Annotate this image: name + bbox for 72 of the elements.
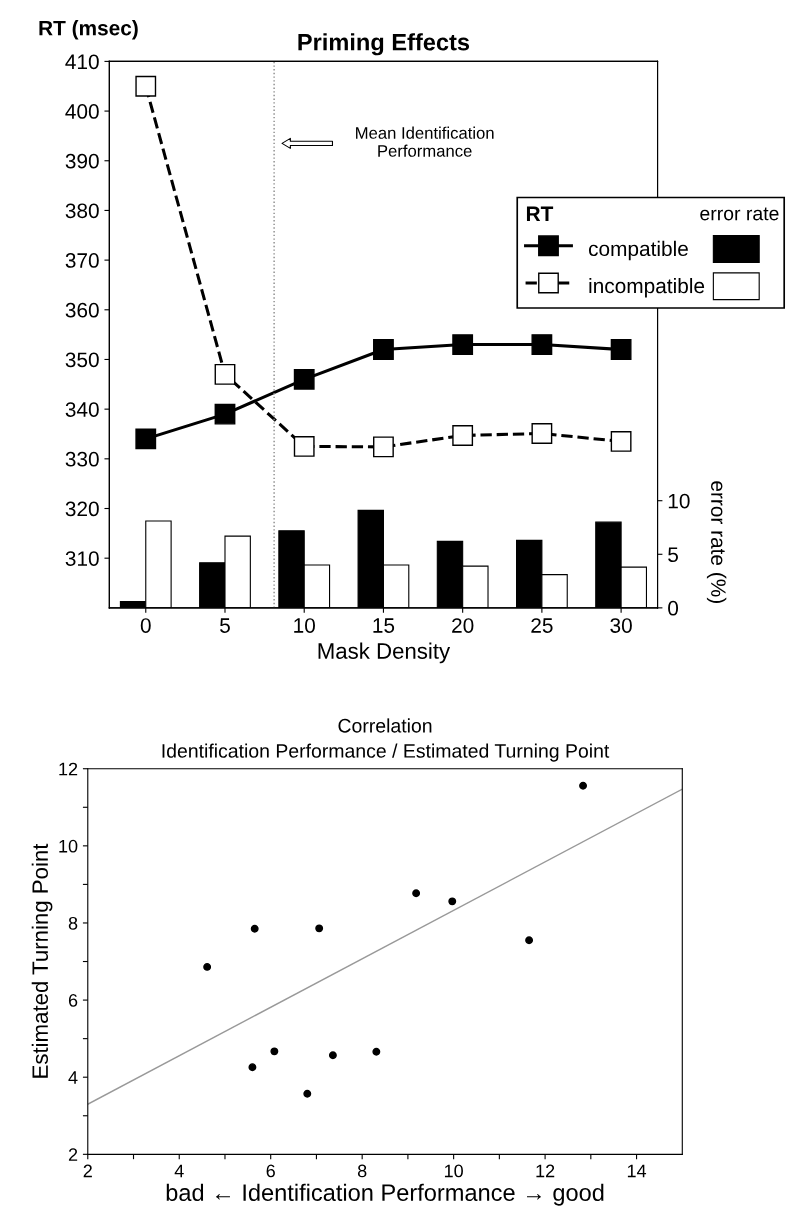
y2-axis-title: error rate (%): [706, 481, 727, 603]
point: [203, 962, 212, 971]
y-tick-label: 340: [65, 402, 99, 417]
y-axis-title: RT (msec): [39, 20, 138, 40]
point: [135, 75, 157, 97]
x-tick-label: 12: [536, 1164, 555, 1178]
y2-tick-label: 10: [668, 493, 690, 509]
y-axis-title: Estimated Turning Point: [31, 843, 53, 1078]
y-tick-label: 390: [65, 153, 99, 169]
chart-title: Correlation: [338, 718, 432, 733]
y-tick-label: 350: [65, 352, 99, 368]
y2-tick-label: 0: [668, 600, 679, 616]
text: error rate: [700, 207, 779, 221]
point: [610, 339, 632, 360]
point: [452, 334, 474, 355]
x-tick-label: 30: [610, 618, 632, 633]
y-tick-label: 310: [65, 551, 99, 566]
point: [293, 368, 315, 390]
legend-label: compatible: [588, 240, 688, 261]
point: [373, 339, 394, 360]
y-tick-label: 6: [68, 994, 78, 1007]
legend-title: RT: [526, 206, 554, 221]
x-tick-label: 6: [266, 1164, 275, 1178]
point: [412, 889, 421, 898]
y-tick-label: 4: [68, 1071, 78, 1084]
x-tick-label: 4: [174, 1164, 184, 1178]
chart-subtitle: Identification Performance / Estimated Turning Point: [162, 743, 610, 762]
y-tick-label: 10: [59, 839, 78, 853]
chart-title: Priming Effects: [298, 33, 470, 56]
x-tick-label: 10: [444, 1164, 463, 1178]
y-tick-label: 330: [65, 451, 99, 467]
y-tick-label: 380: [65, 203, 99, 219]
point: [579, 781, 588, 790]
point: [610, 431, 632, 452]
y-tick-label: 370: [65, 253, 99, 268]
y-tick-label: 410: [65, 54, 99, 70]
point: [248, 1063, 257, 1072]
point: [250, 924, 259, 933]
x-axis-title: bad ← Identification Performance → good: [166, 1183, 604, 1206]
y-tick-label: 8: [68, 916, 78, 930]
x-tick-label: 0: [140, 618, 151, 633]
y-tick-label: 360: [65, 302, 99, 318]
annotation: Mean Identification Performance: [356, 126, 494, 157]
point: [525, 936, 534, 945]
point: [452, 425, 474, 446]
x-tick-label: 10: [294, 618, 315, 633]
y-tick-label: 12: [59, 762, 78, 776]
y-tick-label: 400: [65, 104, 99, 119]
y-tick-label: 2: [68, 1148, 78, 1161]
x-tick-label: 15: [373, 618, 395, 633]
point: [293, 435, 315, 457]
point: [328, 1051, 337, 1060]
x-tick-label: 8: [357, 1164, 367, 1178]
x-axis-title: Mask Density: [318, 642, 451, 664]
point: [315, 924, 324, 933]
x-tick-label: 25: [531, 618, 553, 633]
point: [531, 334, 553, 355]
point: [448, 897, 457, 906]
point: [270, 1047, 279, 1056]
point: [214, 363, 236, 385]
point: [214, 403, 236, 425]
point: [303, 1089, 312, 1098]
legend-label: incompatible: [589, 277, 705, 298]
point: [531, 423, 553, 444]
x-tick-label: 14: [627, 1164, 647, 1178]
point: [372, 1047, 381, 1056]
x-tick-label: 5: [220, 618, 230, 633]
y2-tick-label: 5: [668, 547, 678, 563]
point: [135, 428, 157, 450]
y-tick-label: 320: [65, 501, 99, 517]
x-tick-label: 20: [452, 618, 474, 633]
point: [373, 436, 394, 458]
